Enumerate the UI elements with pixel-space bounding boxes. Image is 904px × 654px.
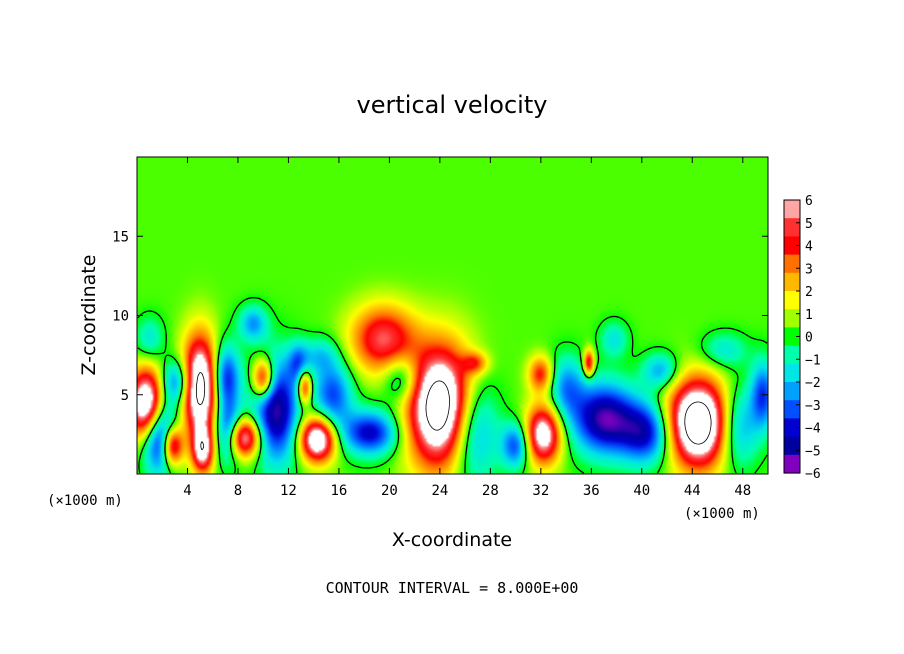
colorbar-tick-label: −3 (805, 399, 821, 414)
x-tick-label: 36 (583, 483, 600, 499)
x-tick-label: 44 (684, 483, 701, 499)
colorbar-swatch (784, 327, 800, 347)
x-unit-left: (×1000 m) (47, 493, 123, 509)
x-tick-label: 28 (482, 483, 499, 499)
y-tick-label: 10 (112, 309, 129, 325)
colorbar-swatch (784, 382, 800, 401)
x-tick-label: 12 (280, 483, 297, 499)
x-tick-label: 40 (633, 483, 650, 499)
colorbar-swatch (784, 400, 800, 419)
y-tick-label: 5 (121, 388, 129, 404)
colorbar-tick-label: −4 (805, 422, 821, 437)
colorbar-swatch (784, 218, 800, 237)
colorbar-tick-label: −5 (805, 444, 821, 459)
colorbar-tick-label: −6 (805, 467, 821, 482)
x-tick-label: 32 (532, 483, 549, 499)
colorbar-tick-label: 4 (805, 240, 813, 255)
x-axis-label: X-coordinate (392, 529, 512, 551)
colorbar-swatch (784, 418, 800, 438)
colorbar-swatch (784, 200, 800, 219)
x-tick-label: 4 (183, 483, 191, 499)
x-tick-label: 48 (734, 483, 751, 499)
colorbar-tick-label: −1 (805, 353, 821, 368)
y-tick-label: 15 (112, 229, 129, 245)
contour-line (137, 296, 768, 474)
colorbar-tick-label: 5 (805, 217, 813, 232)
colorbar-swatch (784, 272, 800, 292)
x-tick-label: 8 (234, 483, 242, 499)
colorbar-swatch (784, 363, 800, 383)
x-axis-ticks: 4 8 12 16 20 24 28 32 36 40 44 48 (183, 157, 751, 499)
x-tick-label: 20 (381, 483, 398, 499)
chart-title: vertical velocity (357, 91, 548, 119)
colorbar-swatch (784, 254, 800, 274)
colorbar-tick-label: 0 (805, 331, 813, 346)
heatmap-field (137, 157, 768, 474)
zero-contours (137, 296, 768, 474)
colorbar-tick-label: 3 (805, 262, 813, 277)
x-tick-label: 24 (431, 483, 448, 499)
colorbar-swatch (784, 436, 800, 456)
y-axis-label: Z-coordinate (78, 255, 100, 376)
y-axis-ticks: 5 10 15 (112, 229, 768, 404)
colorbar-swatch (784, 291, 800, 310)
colorbar-swatch (784, 309, 800, 328)
colorbar-swatch (784, 454, 800, 474)
colorbar-swatch (784, 345, 800, 365)
contour-line (196, 372, 712, 451)
colorbar-swatch (784, 236, 800, 256)
colorbar-tick-label: 1 (805, 308, 813, 323)
colorbar: 6 5 4 3 2 1 0 −1 −2 −3 −4 −5 −6 (783, 194, 821, 482)
x-tick-label: 16 (330, 483, 347, 499)
x-unit-right: (×1000 m) (684, 506, 760, 522)
colorbar-tick-label: −2 (805, 376, 821, 391)
colorbar-tick-label: 6 (805, 194, 813, 209)
contour-interval-note: CONTOUR INTERVAL = 8.000E+00 (326, 579, 579, 597)
colorbar-tick-label: 2 (805, 285, 813, 300)
